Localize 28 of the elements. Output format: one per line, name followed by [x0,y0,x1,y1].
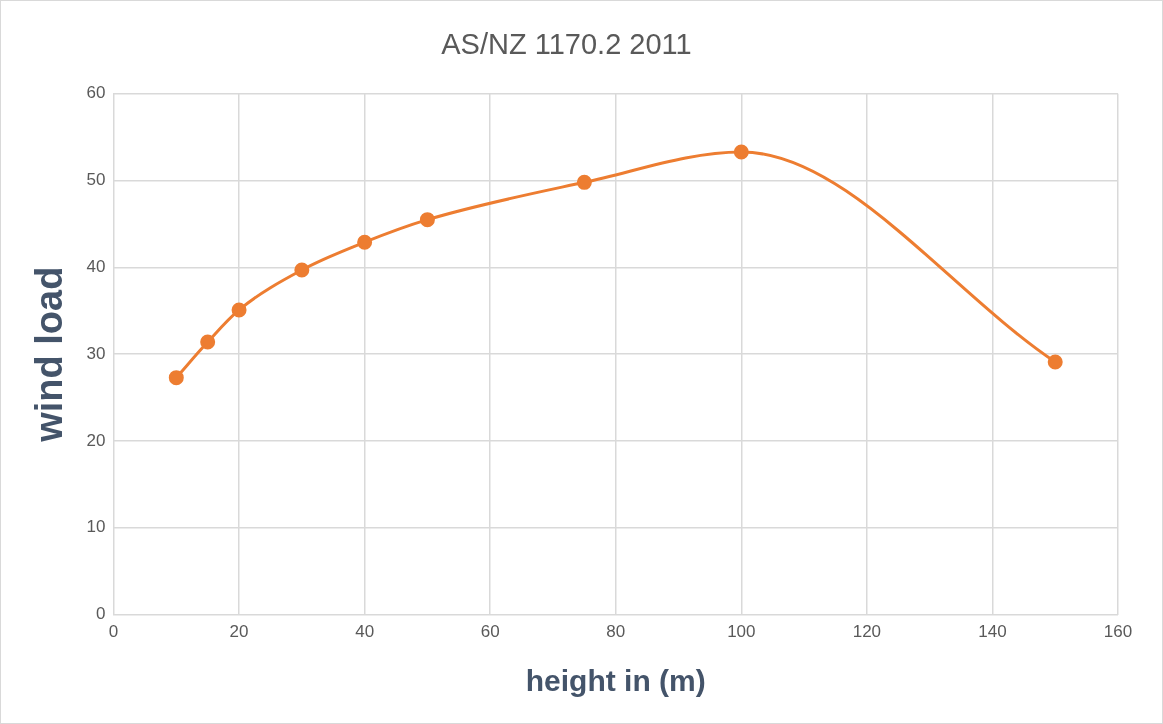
point [200,334,216,350]
point [419,212,435,228]
point [294,262,310,278]
x-tick-label: 20 [229,622,249,642]
chart-title: AS/NZ 1170.2 2011 [441,28,692,61]
y-tick-label: 60 [86,83,106,103]
y-tick-label: 10 [86,517,106,537]
point [168,370,184,386]
point [576,174,592,190]
x-tick-label: 160 [1103,622,1133,642]
x-tick-label: 100 [727,622,756,642]
x-tick-label: 60 [480,622,500,642]
y-axis-title: wind load [28,266,71,443]
point [231,302,247,318]
point [357,234,373,250]
x-tick-label: 40 [355,622,375,642]
y-tick-label: 40 [86,257,106,277]
y-tick-label: 50 [86,170,106,190]
y-tick-label: 0 [96,604,106,624]
x-tick-label: 120 [852,622,882,642]
x-tick-label: 0 [108,622,119,642]
x-tick-label: 80 [606,622,626,642]
x-axis-title: height in (m) [525,664,706,698]
y-tick-label: 30 [86,343,106,363]
y-tick-label: 20 [86,430,106,450]
point [1047,354,1063,370]
x-tick-label: 140 [978,622,1007,642]
point [733,144,749,160]
